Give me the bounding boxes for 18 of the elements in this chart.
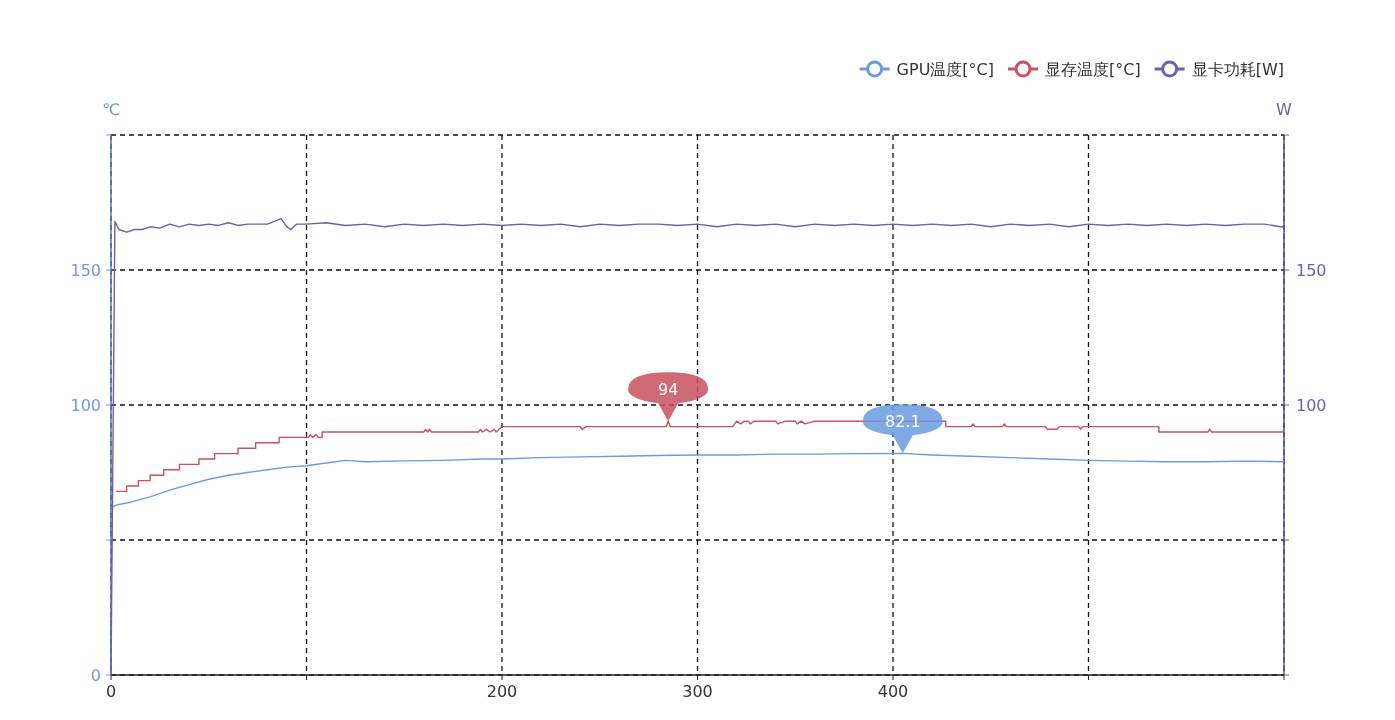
y-tick-label: 0 (90, 666, 101, 685)
y-tick-label: 150 (70, 261, 101, 280)
x-tick-label: 400 (877, 682, 909, 701)
annotation: 94 (628, 372, 709, 422)
y2-tick-label: 100 (1296, 396, 1327, 415)
legend-label: 显存温度[°C] (1045, 60, 1141, 79)
y2-tick-label: 150 (1296, 261, 1327, 280)
legend-label: 显卡功耗[W] (1191, 60, 1284, 79)
y2-axis-title: W (1276, 100, 1293, 119)
annotation: 94 (658, 380, 679, 400)
y-axis-title: ℃ (102, 100, 121, 119)
annotation: 82.1 (862, 404, 943, 454)
x-tick-label: 0 (105, 682, 117, 701)
y-tick-label: 100 (70, 396, 101, 415)
x-tick-label: 300 (682, 682, 713, 701)
x-tick-label: 200 (486, 682, 518, 701)
annotation: 82.1 (884, 412, 921, 432)
legend-label: GPU温度[°C] (896, 60, 995, 79)
